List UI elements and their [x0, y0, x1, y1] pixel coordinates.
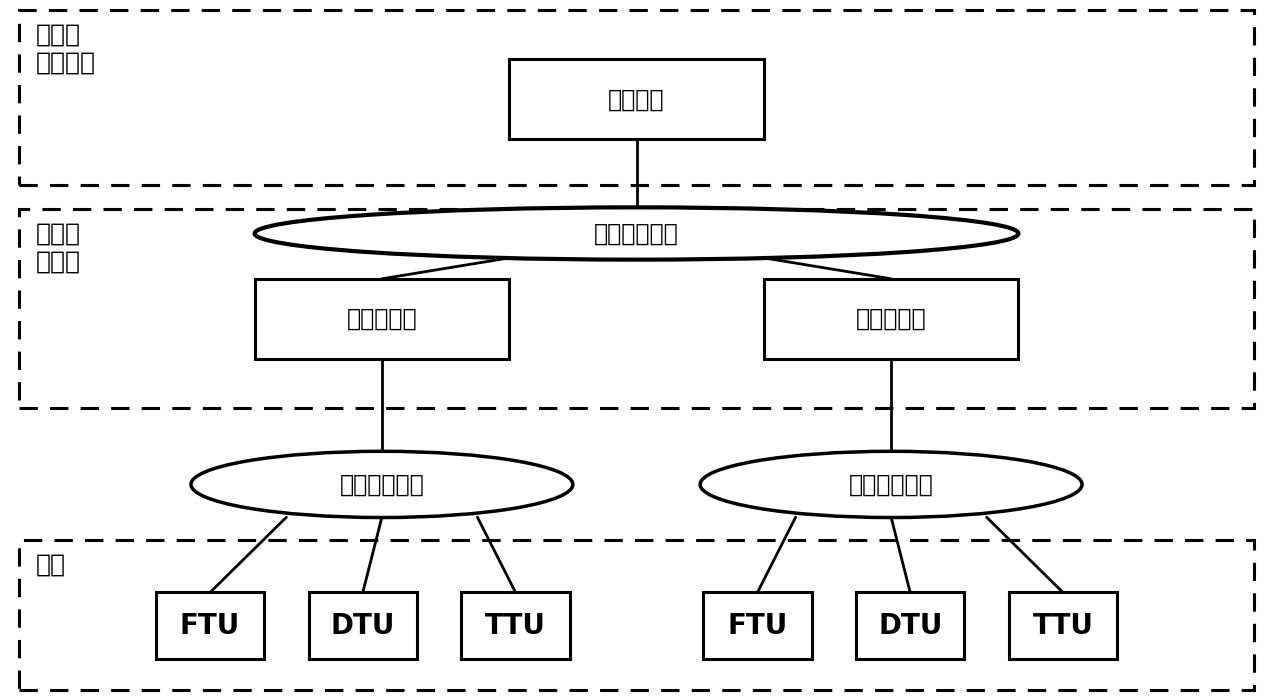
Text: 通信集中器: 通信集中器 — [855, 307, 927, 331]
Text: 子站一
变电站: 子站一 变电站 — [36, 222, 80, 273]
Text: 分支通信网络: 分支通信网络 — [340, 473, 424, 496]
Bar — [703, 592, 812, 659]
Text: FTU: FTU — [727, 611, 788, 640]
Bar — [19, 10, 1254, 185]
Text: TTU: TTU — [1032, 611, 1094, 640]
Bar — [1008, 592, 1118, 659]
Text: 配电主站: 配电主站 — [608, 87, 665, 112]
Ellipse shape — [700, 452, 1082, 517]
Ellipse shape — [255, 207, 1018, 259]
Bar — [157, 592, 265, 659]
Text: DTU: DTU — [878, 611, 942, 640]
Text: DTU: DTU — [331, 611, 395, 640]
Text: 通信集中器: 通信集中器 — [346, 307, 418, 331]
Text: TTU: TTU — [485, 611, 546, 640]
Text: 终端: 终端 — [36, 553, 66, 576]
Bar — [19, 209, 1254, 408]
Text: 主站一
控制中心: 主站一 控制中心 — [36, 23, 95, 75]
Text: FTU: FTU — [179, 611, 241, 640]
Bar — [764, 279, 1018, 359]
Bar — [308, 592, 416, 659]
Bar — [255, 279, 509, 359]
Bar — [19, 540, 1254, 690]
Text: 主干通信网络: 主干通信网络 — [594, 222, 679, 245]
Ellipse shape — [191, 452, 573, 517]
Bar — [462, 592, 570, 659]
Bar — [855, 592, 965, 659]
Bar — [509, 59, 764, 139]
Text: 分支通信网络: 分支通信网络 — [849, 473, 933, 496]
